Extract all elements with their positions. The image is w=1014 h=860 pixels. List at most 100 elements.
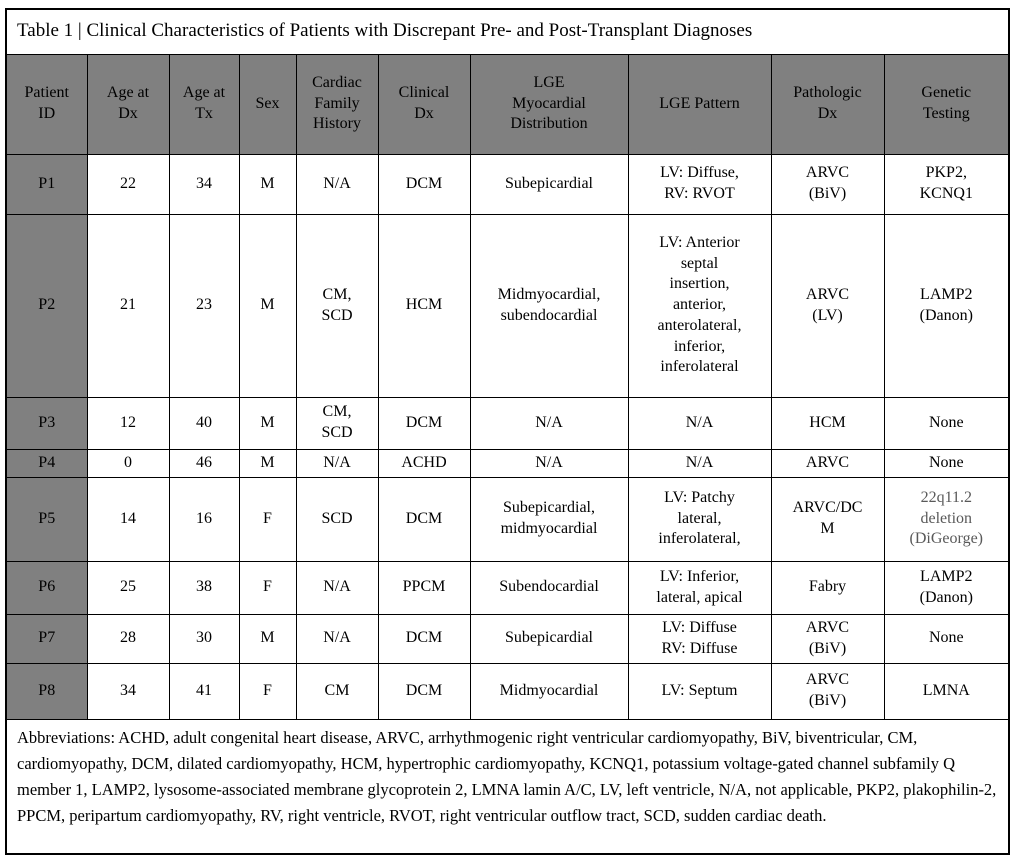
table-cell: 12 <box>86 396 170 450</box>
row-label: P8 <box>5 662 88 720</box>
table-cell: Midmyocardial <box>469 662 629 720</box>
table-cell: LV: Diffuse RV: Diffuse <box>627 613 772 664</box>
table-row-P6: P6 25 38 F N/A PPCM Subendocardial LV: Inferior… <box>5 560 1010 615</box>
table-cell: HCM <box>770 396 885 450</box>
table-cell: DCM <box>377 153 471 215</box>
column-header-4: Cardiac Family History <box>295 53 379 155</box>
table-row-P4: P4 0 46 M N/A ACHD N/A N/A ARVC None <box>5 448 1010 478</box>
table-cell: HCM <box>377 213 471 398</box>
table-cell: N/A <box>295 153 379 215</box>
table-cell: ARVC <box>770 448 885 478</box>
clinical-characteristics-table: Table 1 | Clinical Characteristics of Pa… <box>5 8 1011 855</box>
table-cell: N/A <box>469 396 629 450</box>
table-cell: DCM <box>377 476 471 562</box>
table-cell: N/A <box>295 560 379 615</box>
column-header-6: LGE Myocardial Distribution <box>469 53 629 155</box>
table-cell: Subepicardial, midmyocardial <box>469 476 629 562</box>
table-cell: Fabry <box>770 560 885 615</box>
table-row-P3: P3 12 40 M CM, SCD DCM N/A N/A HCM None <box>5 396 1010 450</box>
table-cell: 41 <box>168 662 240 720</box>
table-cell: CM, SCD <box>295 396 379 450</box>
table-cell: PKP2, KCNQ1 <box>883 153 1010 215</box>
table-cell: 16 <box>168 476 240 562</box>
table-cell: M <box>238 448 297 478</box>
table-cell: N/A <box>295 448 379 478</box>
column-header-0: Patient ID <box>5 53 88 155</box>
column-header-7: LGE Pattern <box>627 53 772 155</box>
table-cell: CM, SCD <box>295 213 379 398</box>
table-cell: N/A <box>295 613 379 664</box>
table-cell: 21 <box>86 213 170 398</box>
table-cell: Subendocardial <box>469 560 629 615</box>
table-cell: DCM <box>377 396 471 450</box>
row-label: P4 <box>5 448 88 478</box>
table-cell: LMNA <box>883 662 1010 720</box>
table-cell: 22 <box>86 153 170 215</box>
abbreviations-note: Abbreviations: ACHD, adult congenital he… <box>5 718 1010 855</box>
title-row: Table 1 | Clinical Characteristics of Pa… <box>5 8 1010 55</box>
table-cell: None <box>883 448 1010 478</box>
table-cell: 34 <box>86 662 170 720</box>
table-cell: N/A <box>627 396 772 450</box>
table-cell: 46 <box>168 448 240 478</box>
table-cell: 34 <box>168 153 240 215</box>
table-cell: None <box>883 613 1010 664</box>
table-cell: LV: Patchy lateral, inferolateral, <box>627 476 772 562</box>
table-cell: LV: Septum <box>627 662 772 720</box>
table-cell: 28 <box>86 613 170 664</box>
table-cell: 25 <box>86 560 170 615</box>
table-cell: ACHD <box>377 448 471 478</box>
table-cell: Midmyocardial, subendocardial <box>469 213 629 398</box>
table-cell: M <box>238 153 297 215</box>
table-cell: 30 <box>168 613 240 664</box>
table-cell: SCD <box>295 476 379 562</box>
table-cell: 22q11.2 deletion (DiGeorge) <box>883 476 1010 562</box>
table-cell: ARVC/DC M <box>770 476 885 562</box>
table-cell: LV: Diffuse, RV: RVOT <box>627 153 772 215</box>
table-cell: 40 <box>168 396 240 450</box>
table-cell: 14 <box>86 476 170 562</box>
table-cell: ARVC (LV) <box>770 213 885 398</box>
row-label: P5 <box>5 476 88 562</box>
table-cell: Subepicardial <box>469 153 629 215</box>
table-cell: F <box>238 476 297 562</box>
table-cell: CM <box>295 662 379 720</box>
table-cell: N/A <box>469 448 629 478</box>
table-cell: M <box>238 613 297 664</box>
table-cell: M <box>238 213 297 398</box>
row-label: P1 <box>5 153 88 215</box>
table-title: Table 1 | Clinical Characteristics of Pa… <box>5 8 1010 55</box>
table-cell: F <box>238 662 297 720</box>
table-cell: 0 <box>86 448 170 478</box>
table-row-P2: P2 21 23 M CM, SCD HCM Midmyocardial, subendoc… <box>5 213 1010 398</box>
table-body: P1 22 34 M N/A DCM Subepicardial LV: Diffuse, R… <box>5 153 1010 720</box>
row-label: P3 <box>5 396 88 450</box>
row-label: P2 <box>5 213 88 398</box>
table-cell: LAMP2 (Danon) <box>883 213 1010 398</box>
table-cell: M <box>238 396 297 450</box>
footnote-row: Abbreviations: ACHD, adult congenital he… <box>5 718 1010 855</box>
column-header-5: Clinical Dx <box>377 53 471 155</box>
row-label: P6 <box>5 560 88 615</box>
table-cell: PPCM <box>377 560 471 615</box>
table-cell: 38 <box>168 560 240 615</box>
table-row-P5: P5 14 16 F SCD DCM Subepicardial, midmyocardia… <box>5 476 1010 562</box>
table-cell: LV: Anterior septal insertion, anterior,… <box>627 213 772 398</box>
table-row-P8: P8 34 41 F CM DCM Midmyocardial LV: Septum ARVC … <box>5 662 1010 720</box>
header-row: Patient ID Age at Dx Age at Tx Sex Cardiac F… <box>5 53 1010 155</box>
table-cell: N/A <box>627 448 772 478</box>
table-cell: DCM <box>377 613 471 664</box>
column-header-8: Pathologic Dx <box>770 53 885 155</box>
table-cell: LV: Inferior, lateral, apical <box>627 560 772 615</box>
table-cell: Subepicardial <box>469 613 629 664</box>
table-cell: ARVC (BiV) <box>770 662 885 720</box>
table-cell: ARVC (BiV) <box>770 153 885 215</box>
column-header-9: Genetic Testing <box>883 53 1010 155</box>
column-header-3: Sex <box>238 53 297 155</box>
table-row-P7: P7 28 30 M N/A DCM Subepicardial LV: Diffuse RV… <box>5 613 1010 664</box>
row-label: P7 <box>5 613 88 664</box>
table-cell: 23 <box>168 213 240 398</box>
column-header-2: Age at Tx <box>168 53 240 155</box>
table-cell: LAMP2 (Danon) <box>883 560 1010 615</box>
